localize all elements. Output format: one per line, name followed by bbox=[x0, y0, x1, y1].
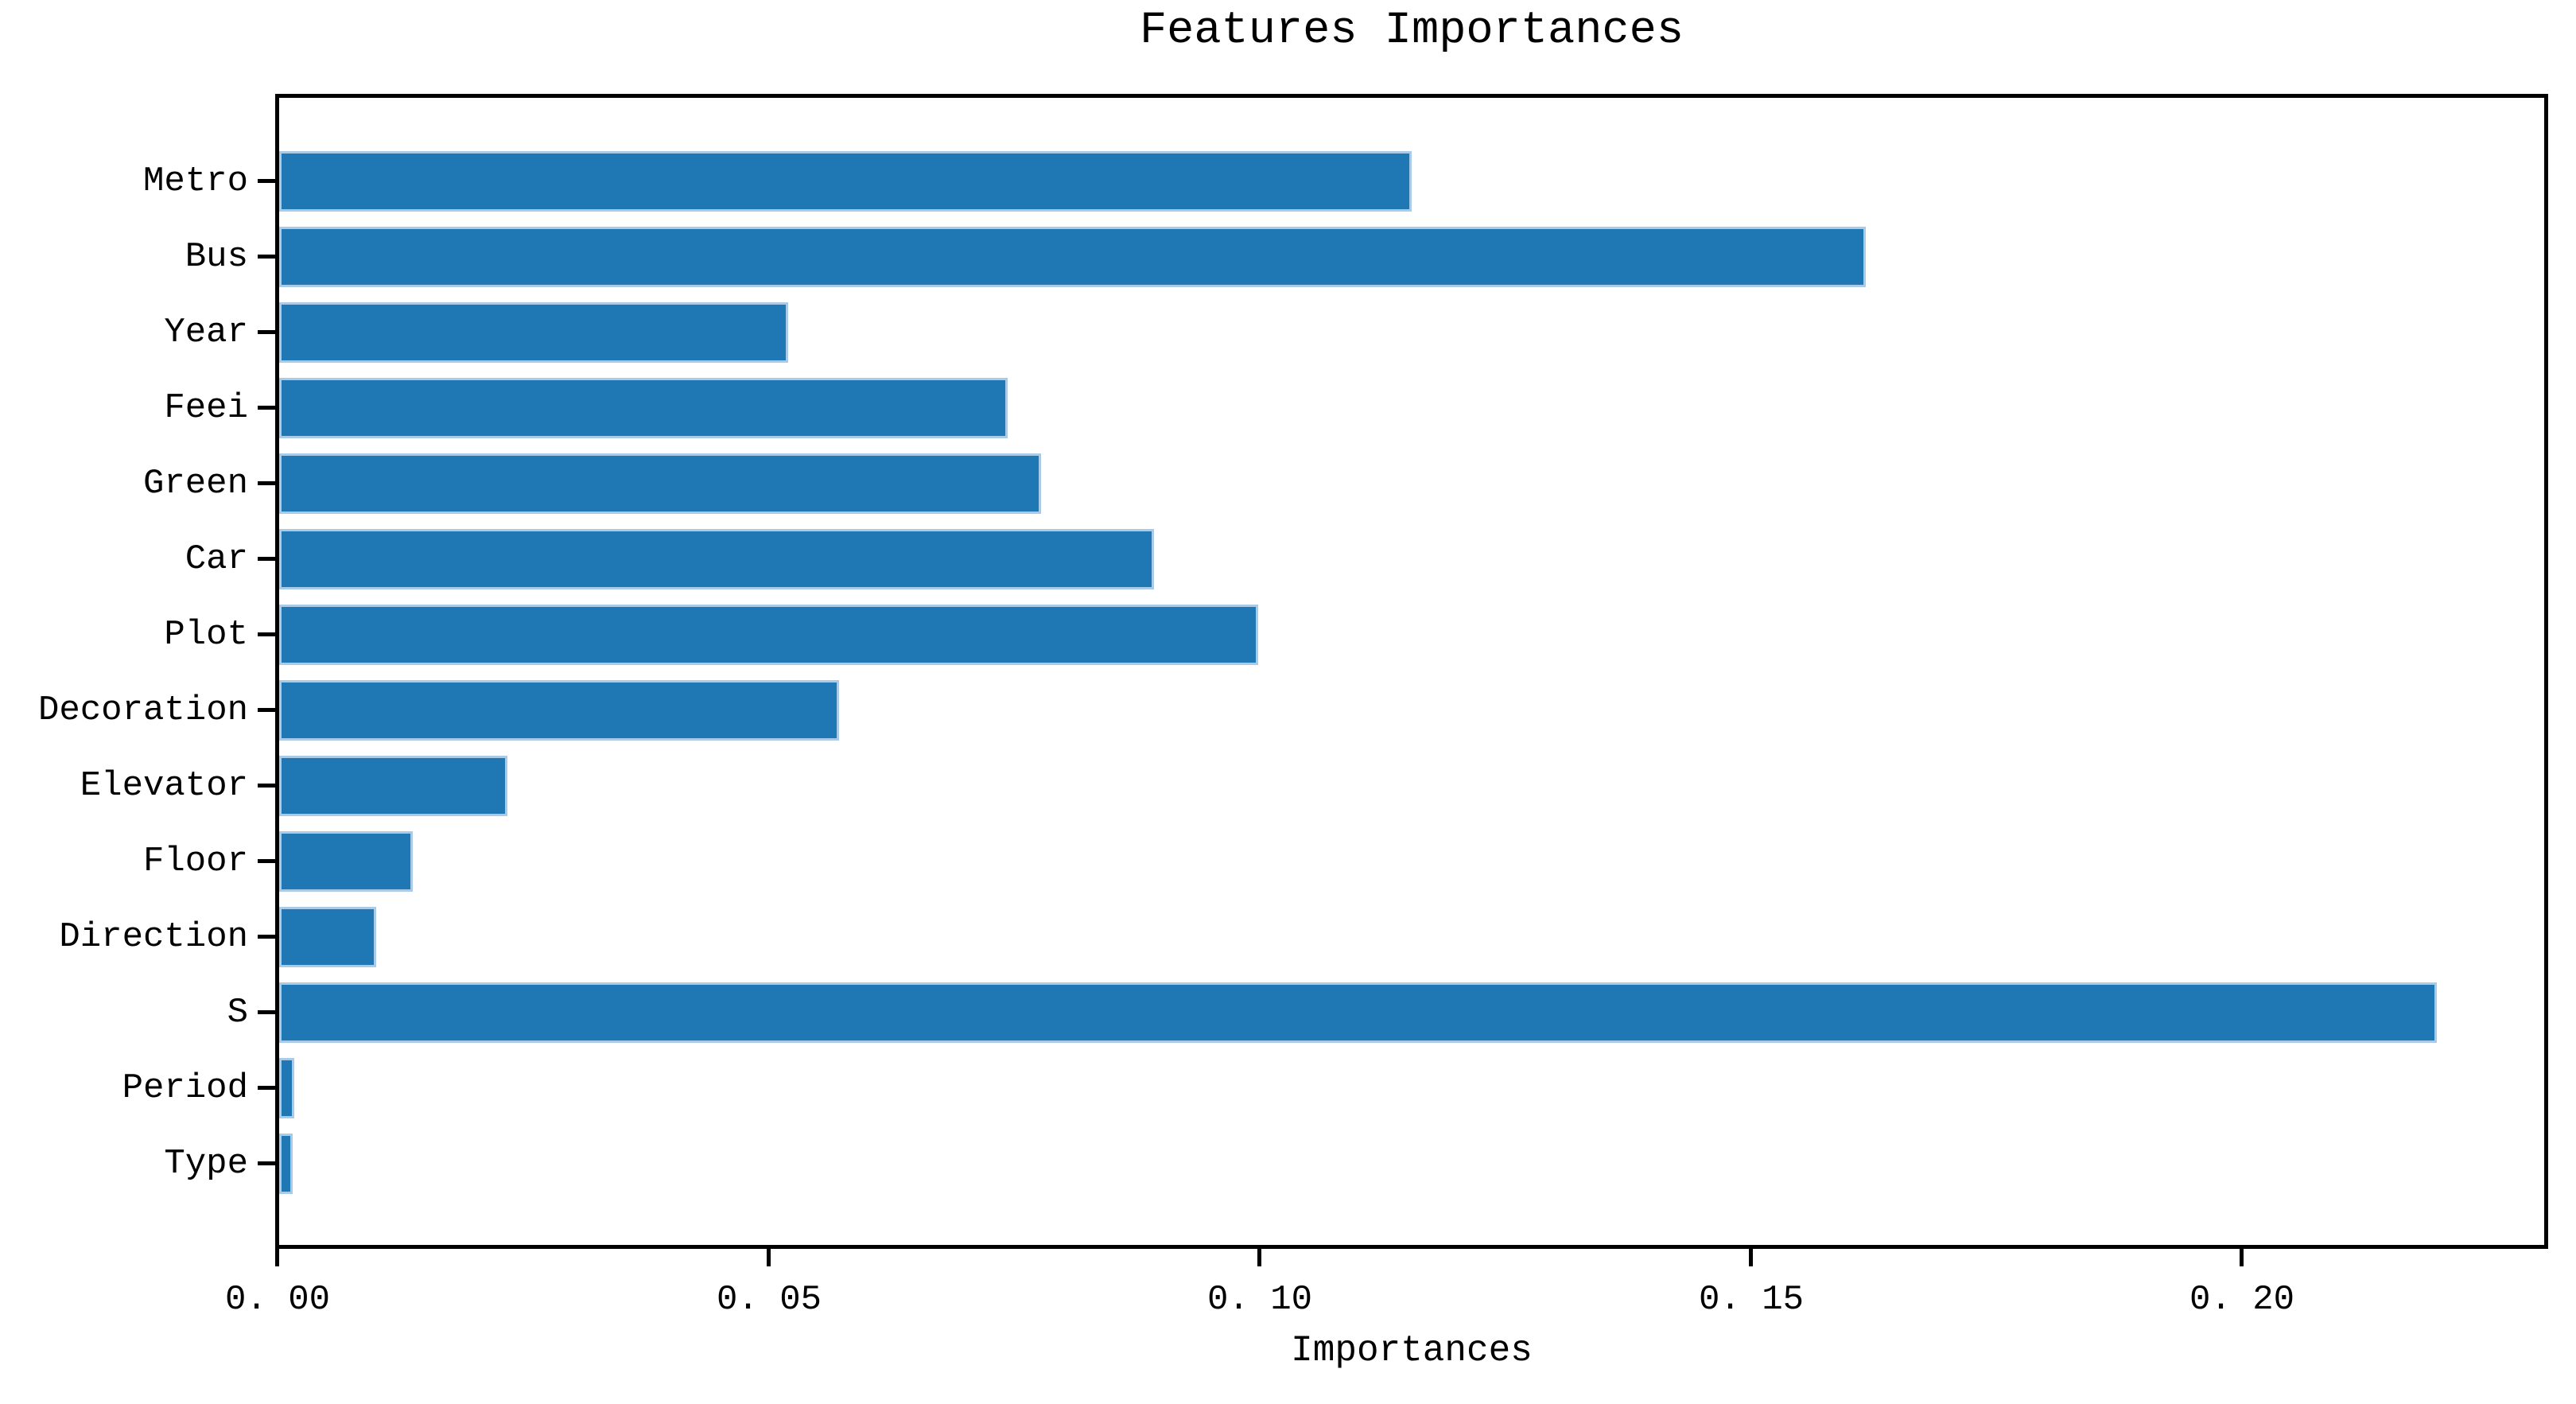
y-tick-label-car: Car bbox=[185, 539, 248, 579]
x-tick-label: 0. 10 bbox=[1206, 1280, 1313, 1320]
bar-type bbox=[279, 1134, 293, 1194]
y-tick-label-elevator: Elevator bbox=[80, 766, 248, 806]
y-tick-label-type: Type bbox=[164, 1144, 248, 1184]
y-tick-label-decoration: Decoration bbox=[37, 690, 248, 730]
y-tick-label-metro: Metro bbox=[142, 161, 248, 201]
bar-period bbox=[279, 1058, 294, 1118]
y-tick-label-bus: Bus bbox=[185, 237, 248, 277]
x-tick-mark bbox=[1749, 1249, 1753, 1266]
y-tick-mark bbox=[258, 1010, 275, 1014]
x-tick-mark bbox=[275, 1249, 279, 1266]
y-tick-label-plot: Plot bbox=[164, 615, 248, 655]
bar-s bbox=[279, 982, 2437, 1043]
bar-green bbox=[279, 453, 1041, 514]
y-tick-mark bbox=[258, 708, 275, 712]
x-axis-label: Importances bbox=[1291, 1330, 1533, 1371]
chart-title: Features Importances bbox=[1139, 6, 1684, 56]
y-tick-mark bbox=[258, 632, 275, 636]
y-tick-label-green: Green bbox=[142, 464, 248, 504]
bar-car bbox=[279, 529, 1154, 589]
y-tick-mark bbox=[258, 859, 275, 863]
y-tick-label-floor: Floor bbox=[142, 842, 248, 881]
y-tick-label-direction: Direction bbox=[59, 917, 248, 957]
y-tick-mark bbox=[258, 1161, 275, 1165]
x-tick-label: 0. 00 bbox=[224, 1280, 331, 1320]
x-tick-label: 0. 15 bbox=[1698, 1280, 1805, 1320]
bar-direction bbox=[279, 907, 376, 967]
x-tick-mark bbox=[1257, 1249, 1261, 1266]
bar-elevator bbox=[279, 756, 507, 816]
y-tick-label-year: Year bbox=[164, 313, 248, 352]
y-tick-mark bbox=[258, 481, 275, 485]
bar-plot bbox=[279, 605, 1258, 665]
y-tick-mark bbox=[258, 255, 275, 259]
bar-bus bbox=[279, 227, 1866, 287]
bar-metro bbox=[279, 151, 1412, 212]
x-tick-mark bbox=[2240, 1249, 2244, 1266]
x-tick-label: 0. 20 bbox=[2189, 1280, 2295, 1320]
bar-decoration bbox=[279, 680, 839, 741]
x-tick-mark bbox=[767, 1249, 771, 1266]
y-tick-mark bbox=[258, 935, 275, 939]
y-tick-mark bbox=[258, 406, 275, 410]
y-tick-mark bbox=[258, 784, 275, 788]
bar-year bbox=[279, 302, 788, 363]
y-tick-mark bbox=[258, 557, 275, 561]
y-tick-label-period: Period bbox=[122, 1068, 248, 1108]
y-tick-mark bbox=[258, 179, 275, 183]
y-tick-label-feei: Feei bbox=[164, 388, 248, 428]
bar-floor bbox=[279, 831, 413, 892]
bar-feei bbox=[279, 378, 1008, 438]
y-tick-mark bbox=[258, 1086, 275, 1090]
y-tick-mark bbox=[258, 330, 275, 334]
y-tick-label-s: S bbox=[227, 993, 248, 1033]
x-tick-label: 0. 05 bbox=[716, 1280, 822, 1320]
